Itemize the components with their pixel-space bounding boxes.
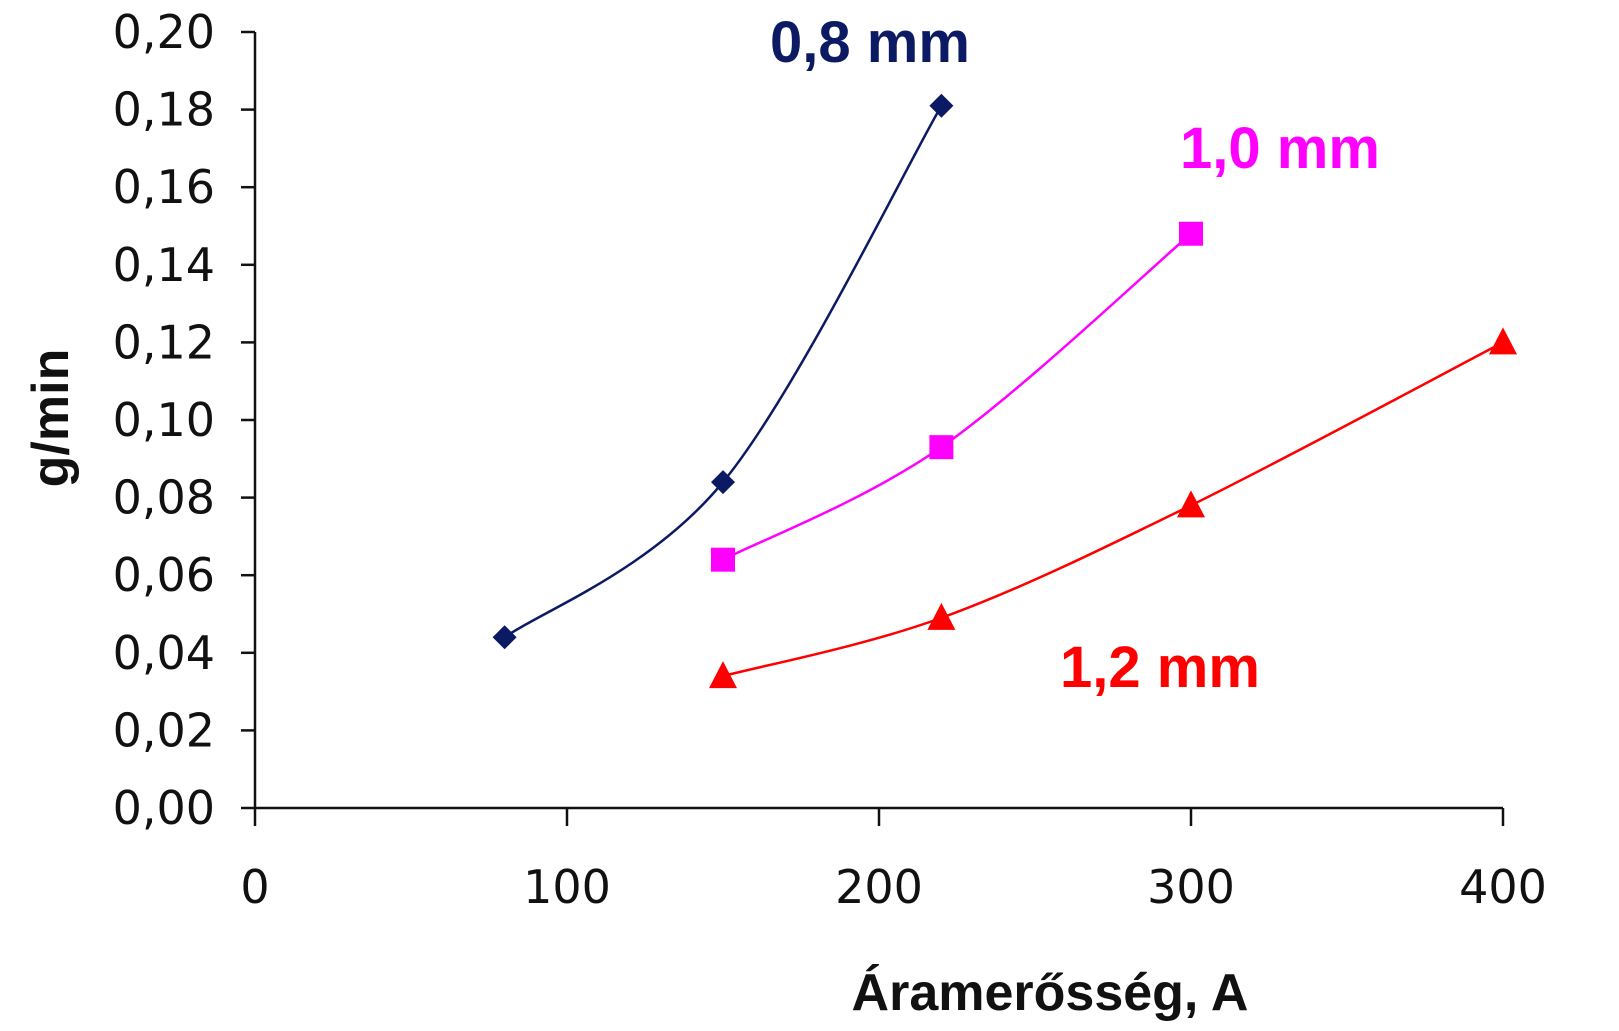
tick-labels: 0,00 0,02 0,04 0,06 0,08 0,10 0,12 0,14 0,16 0,18… [113,5,1547,914]
y-tick-label: 0,20 [113,5,215,59]
series-labels: 0,8 mm 1,0 mm 1,2 mm [770,10,1380,700]
series-label: 1,2 mm [1060,635,1260,700]
y-tick-label: 0,18 [113,83,215,137]
x-tick-label: 300 [1147,860,1235,914]
series-line [503,105,943,639]
x-tick-label: 100 [523,860,611,914]
x-tick-label: 200 [835,860,923,914]
axes [241,30,1505,826]
data-point [929,435,954,460]
series-label: 1,0 mm [1180,116,1380,181]
series-lines [503,105,1504,678]
y-tick-label: 0,00 [113,781,215,835]
data-point [929,93,954,118]
data-point [709,661,737,689]
y-tick-label: 0,06 [113,548,215,602]
y-tick-label: 0,14 [113,238,215,292]
data-point [711,470,735,495]
x-tick-label: 400 [1459,860,1547,914]
series-label: 0,8 mm [770,10,970,75]
y-tick-label: 0,10 [113,393,215,447]
data-point [1489,327,1517,355]
y-tick-label: 0,04 [113,626,215,680]
data-point [711,547,735,572]
y-tick-label: 0,08 [113,471,215,525]
y-tick-label: 0,16 [113,160,215,214]
series-line [722,341,1504,678]
y-tick-label: 0,12 [113,315,215,369]
series-line [722,232,1192,561]
y-tick-label: 0,02 [113,703,215,757]
data-point [927,602,956,630]
data-points [492,93,1517,689]
data-point [1177,490,1205,518]
data-point [1179,221,1203,246]
data-point [492,625,517,650]
x-tick-label: 0 [240,860,269,914]
x-axis-title: Áramerősség, A [852,964,1249,1022]
y-axis-title: g/min [22,349,80,488]
